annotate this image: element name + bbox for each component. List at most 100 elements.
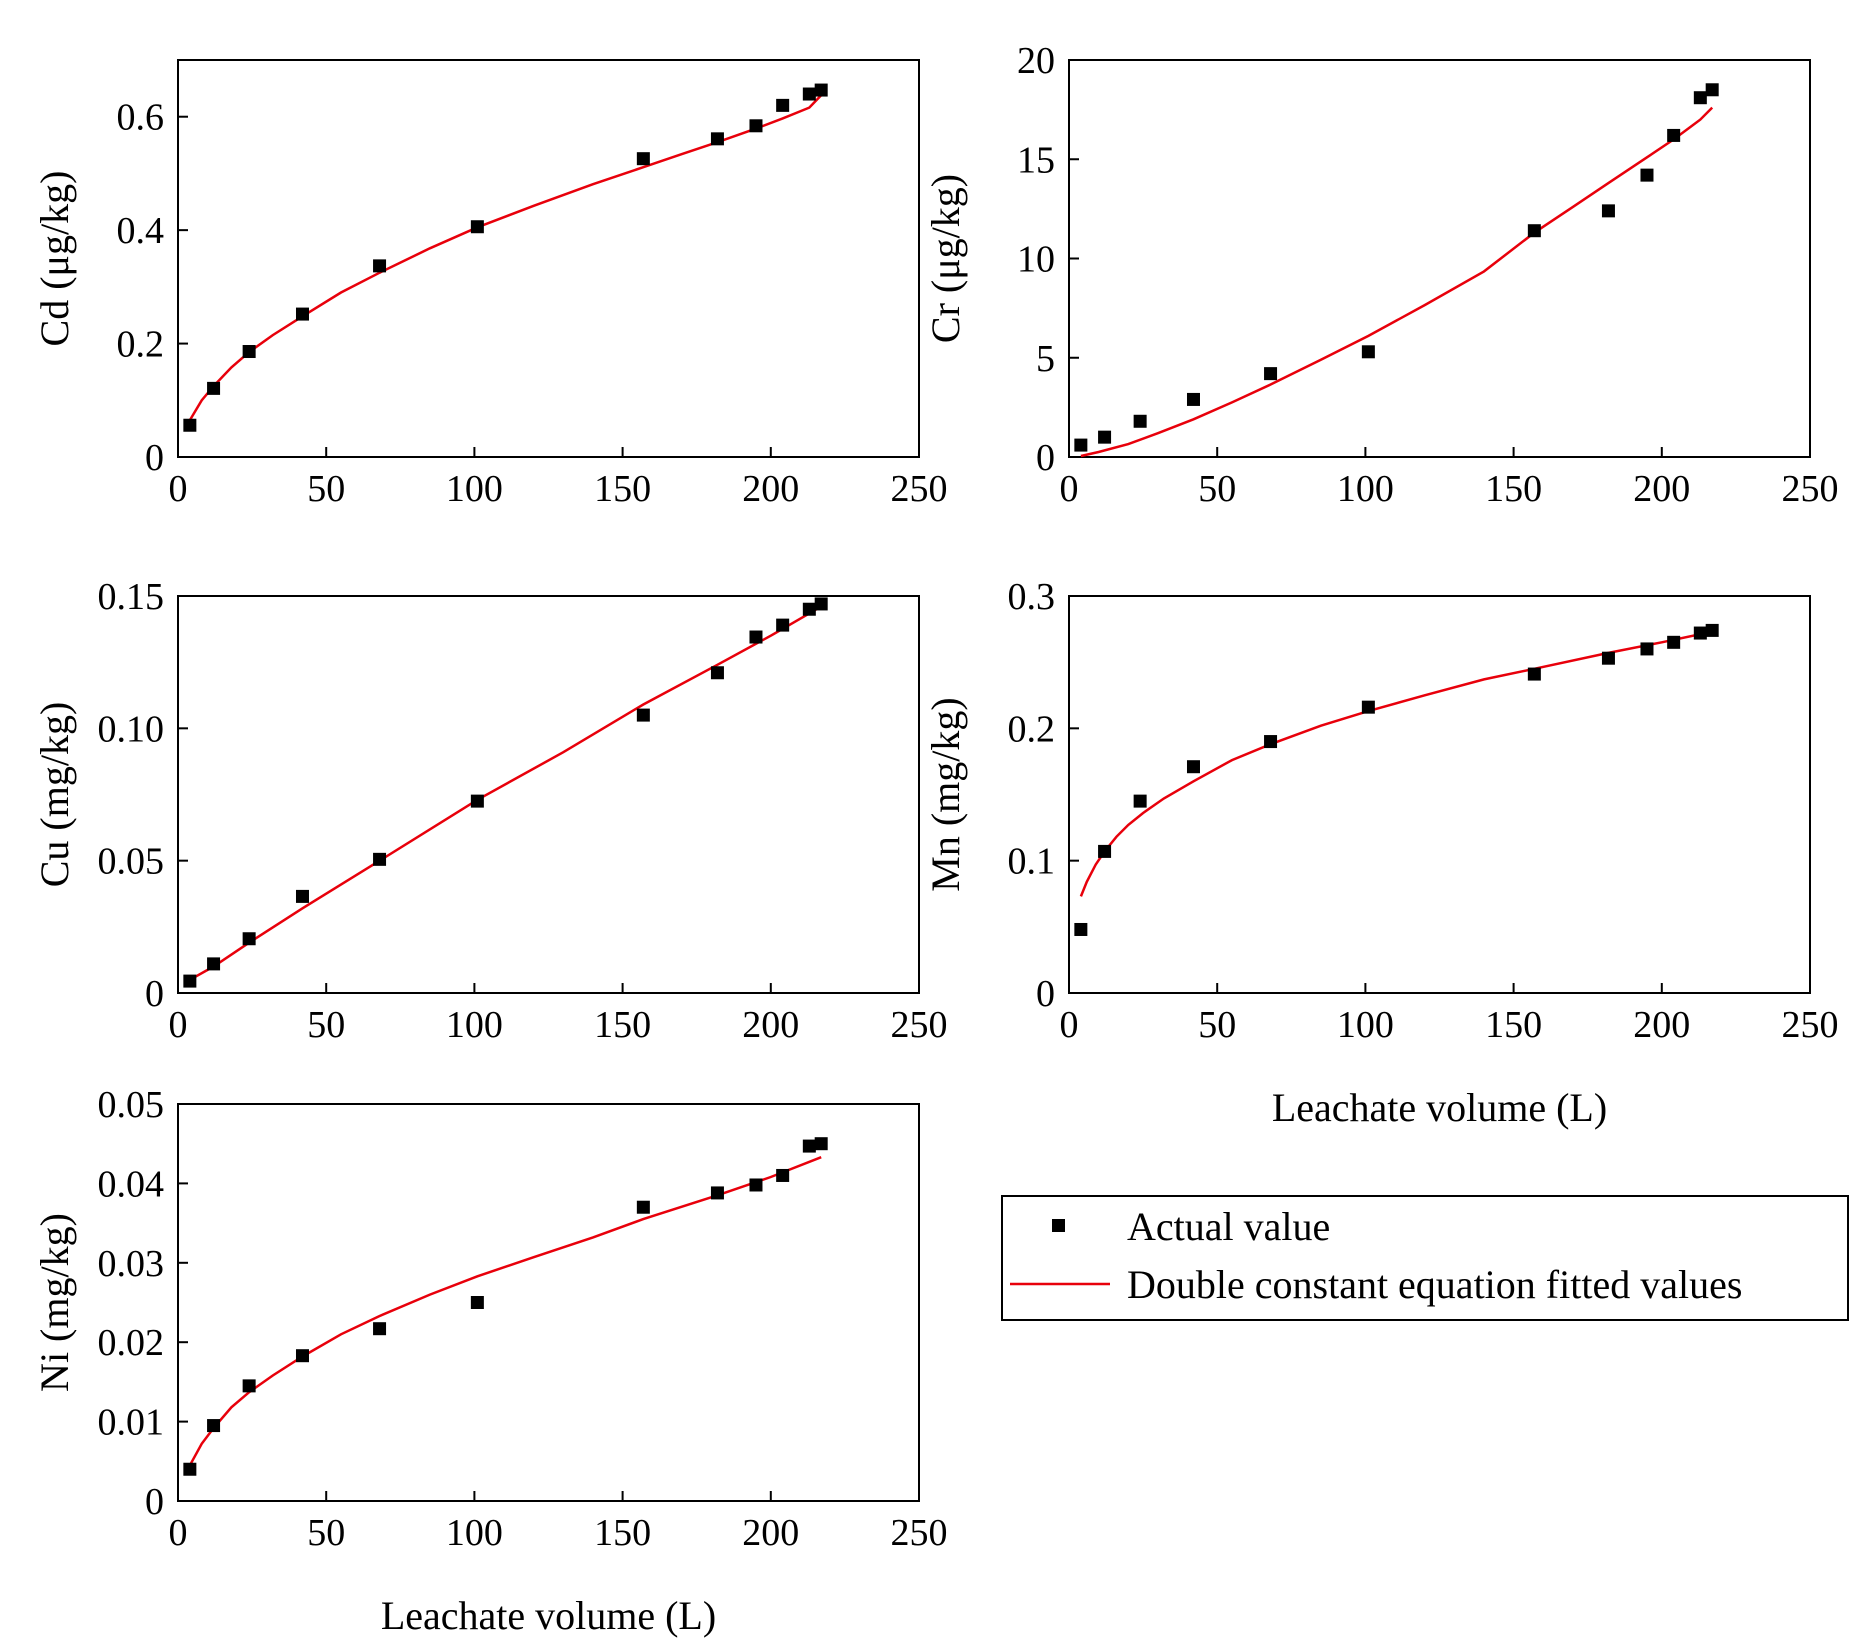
cr-y-tick-label: 20 — [1017, 40, 1055, 82]
cd-data-point — [295, 307, 309, 321]
ni-x-tick-label: 200 — [742, 1512, 799, 1554]
cr-data-point — [1527, 224, 1541, 238]
mn-data-point — [1705, 623, 1719, 637]
ni-y-tick-label: 0.02 — [98, 1322, 165, 1364]
cd-x-tick-label: 0 — [169, 468, 188, 510]
cd-y-tick-label: 0.2 — [117, 324, 165, 366]
cd-y-tick-label: 0.6 — [117, 97, 165, 139]
cu-x-tick-label: 0 — [169, 1004, 188, 1046]
cr-data-point — [1098, 430, 1112, 444]
ni-x-tick-label: 50 — [307, 1512, 345, 1554]
cd-y-axis-title: Cd (μg/kg) — [32, 171, 77, 347]
cd-data-point — [470, 220, 484, 234]
legend: Actual value Double constant equation fi… — [1001, 1195, 1849, 1321]
legend-label-fit: Double constant equation fitted values — [1127, 1262, 1742, 1307]
legend-marker-actual — [1052, 1219, 1065, 1232]
mn-data-point — [1098, 844, 1112, 858]
cu-data-point — [242, 932, 256, 946]
cu-data-point — [207, 957, 221, 971]
mn-data-point — [1074, 922, 1088, 936]
mn-y-tick-label: 0.2 — [1008, 708, 1056, 750]
mn-plot-frame — [1068, 595, 1811, 994]
ni-data-point — [207, 1419, 221, 1433]
mn-data-point — [1361, 700, 1375, 714]
cd-y-tick-label: 0.4 — [117, 210, 165, 252]
mn-fit-line — [1079, 630, 1713, 897]
ni-data-point — [183, 1462, 197, 1476]
mn-x-tick-label: 150 — [1485, 1004, 1542, 1046]
cu-data-point — [295, 889, 309, 903]
cu-data-point — [814, 597, 828, 611]
cu-y-tick-label: 0.05 — [98, 841, 165, 883]
cd-fit-line — [188, 94, 823, 421]
cu-x-tick-label: 200 — [742, 1004, 799, 1046]
ni-plot-frame — [177, 1103, 920, 1502]
ni-fit-line — [188, 1156, 822, 1466]
ni-data-point — [749, 1178, 763, 1192]
mn-y-axis-title: Mn (mg/kg) — [923, 697, 968, 891]
legend-frame — [1001, 1195, 1849, 1321]
mn-x-tick-label: 100 — [1337, 1004, 1394, 1046]
cd-data-point — [636, 152, 650, 166]
mn-data-point — [1601, 651, 1615, 665]
cu-plot-frame — [177, 595, 920, 994]
ni-data-point — [242, 1379, 256, 1393]
ni-data-point — [636, 1200, 650, 1214]
panel-mn: 0 50 100 150 200 250 0 0.1 0.2 0.3 Mn (mg/kg) Leach… — [923, 576, 1839, 1130]
ni-data-point — [814, 1137, 828, 1151]
cr-data-point — [1693, 91, 1707, 105]
cu-data-point — [749, 630, 763, 644]
mn-x-tick-label: 0 — [1060, 1004, 1079, 1046]
cr-x-tick-label: 100 — [1337, 468, 1394, 510]
panel-cu: 0 50 100 150 200 250 0 0.05 0.10 0.15 Cu (mg/kg) — [32, 576, 948, 1046]
ni-y-tick-label: 0.05 — [98, 1084, 165, 1126]
cu-data-point — [710, 666, 724, 680]
cr-y-tick-label: 15 — [1017, 139, 1055, 181]
cr-x-tick-label: 250 — [1782, 468, 1839, 510]
cd-data-point — [710, 132, 724, 146]
mn-x-tick-label: 50 — [1198, 1004, 1236, 1046]
cu-data-point — [470, 794, 484, 808]
cd-data-point — [183, 418, 197, 432]
cd-data-point — [749, 119, 763, 133]
cr-x-tick-label: 0 — [1060, 468, 1079, 510]
ni-data-point — [802, 1139, 816, 1153]
cr-data-point — [1640, 168, 1654, 182]
cr-y-tick-label: 0 — [1036, 437, 1055, 479]
cd-data-point — [802, 87, 816, 101]
ni-y-axis-title: Ni (mg/kg) — [32, 1213, 77, 1392]
cd-data-point — [373, 259, 387, 273]
mn-x-tick-label: 250 — [1782, 1004, 1839, 1046]
ni-y-tick-label: 0 — [145, 1481, 164, 1523]
cd-data-point — [814, 83, 828, 97]
cr-y-tick-label: 10 — [1017, 239, 1055, 281]
cr-x-tick-label: 200 — [1633, 468, 1690, 510]
ni-data-point — [295, 1349, 309, 1363]
cu-y-axis-title: Cu (mg/kg) — [32, 702, 77, 888]
ni-data-point — [776, 1168, 790, 1182]
mn-data-point — [1667, 635, 1681, 649]
cr-data-point — [1074, 438, 1088, 452]
mn-data-point — [1264, 735, 1278, 749]
cr-data-point — [1667, 128, 1681, 142]
mn-y-tick-label: 0 — [1036, 973, 1055, 1015]
cd-data-point — [776, 98, 790, 112]
cr-data-point — [1705, 83, 1719, 97]
ni-x-axis-title: Leachate volume (L) — [381, 1593, 716, 1638]
mn-x-axis-title: Leachate volume (L) — [1272, 1085, 1607, 1130]
ni-x-tick-label: 100 — [446, 1512, 503, 1554]
ni-data-point — [710, 1186, 724, 1200]
cd-x-tick-label: 200 — [742, 468, 799, 510]
cr-y-tick-label: 5 — [1036, 338, 1055, 380]
ni-data-point — [470, 1296, 484, 1309]
cr-x-tick-label: 50 — [1198, 468, 1236, 510]
cd-x-tick-label: 100 — [446, 468, 503, 510]
mn-x-tick-label: 200 — [1633, 1004, 1690, 1046]
cu-data-point — [776, 618, 790, 632]
cr-y-axis-title: Cr (μg/kg) — [923, 174, 968, 343]
mn-y-tick-label: 0.3 — [1008, 576, 1056, 618]
ni-y-tick-label: 0.03 — [98, 1243, 165, 1285]
cd-x-tick-label: 150 — [594, 468, 651, 510]
cr-data-point — [1601, 204, 1615, 218]
panel-cr: 0 50 100 150 200 250 0 5 10 15 20 Cr (μg/kg) — [923, 40, 1839, 510]
